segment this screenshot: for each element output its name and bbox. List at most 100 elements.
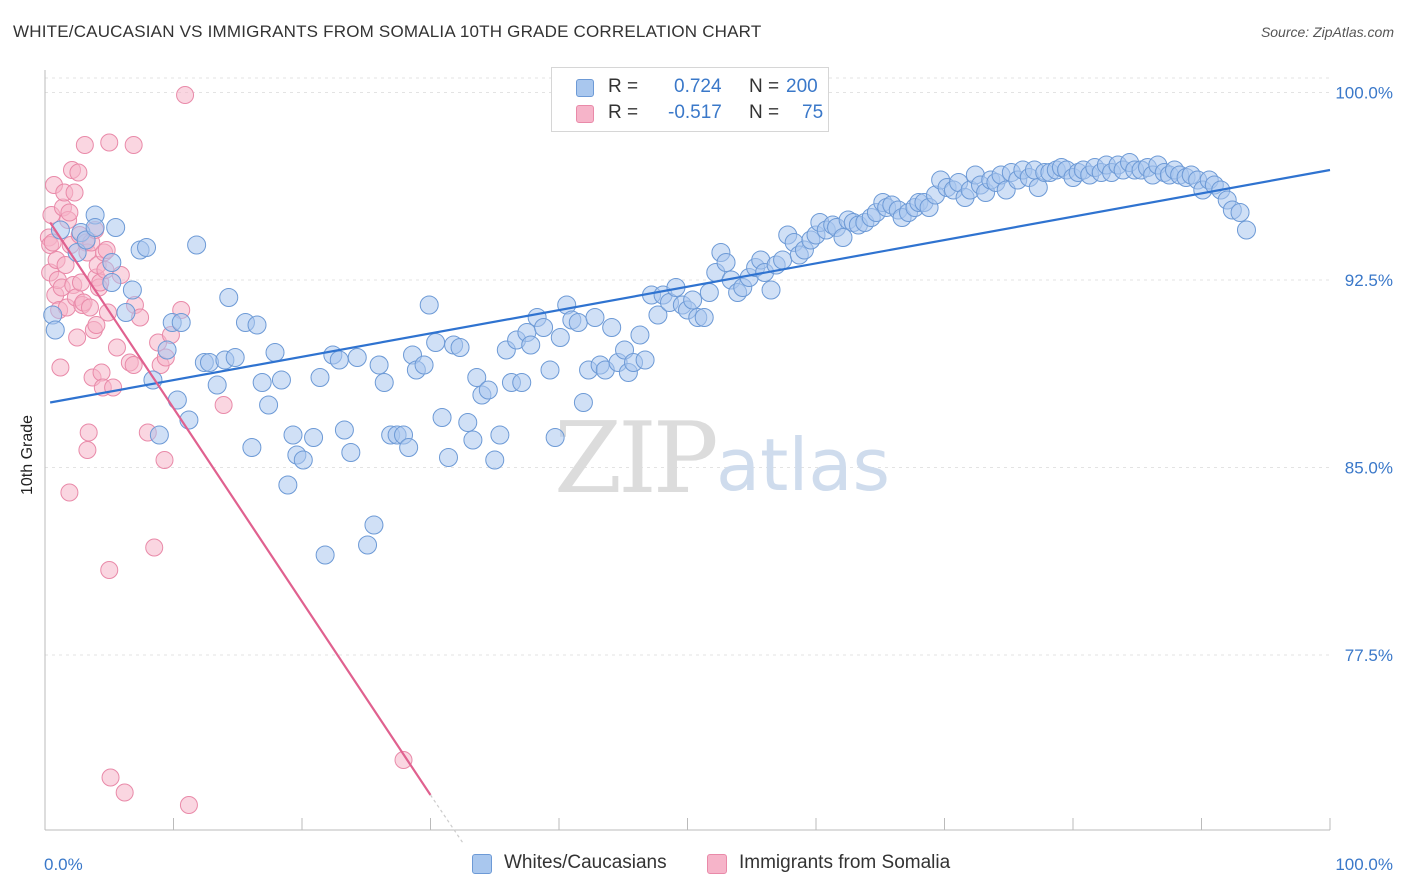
whites-point [761, 280, 781, 300]
somalia-point [107, 338, 126, 357]
whites-point [347, 348, 367, 367]
whites-point [171, 313, 191, 332]
somalia-point [51, 358, 70, 377]
somalia-point [124, 356, 143, 374]
whites-point [699, 283, 719, 302]
whites-point [602, 318, 622, 337]
bottom-legend-swatch-pink [707, 854, 727, 874]
whites-point [534, 318, 554, 337]
whites-point [573, 393, 593, 412]
legend-n-value: 75 [802, 102, 824, 123]
somalia-point [115, 783, 134, 802]
source-label: Source: ZipAtlas.com [1260, 24, 1394, 40]
somalia-point [87, 316, 106, 334]
whites-point [252, 373, 272, 392]
whites-point [137, 238, 157, 257]
whites-point [315, 545, 335, 565]
whites-point [293, 450, 313, 470]
trendlines [49, 168, 1331, 843]
somalia-point [394, 751, 413, 769]
whites-point [630, 325, 650, 345]
bottom-legend-label-somalia: Immigrants from Somalia [739, 852, 951, 873]
whites-point [773, 250, 793, 270]
legend-swatch-pink [576, 105, 594, 123]
somalia-point [69, 163, 88, 182]
legend-n-label: N = [749, 76, 780, 97]
whites-point [85, 218, 105, 237]
whites-point [450, 338, 470, 357]
whites-point [458, 413, 478, 432]
whites-point [334, 420, 354, 440]
bottom-legend-label-whites: Whites/Caucasians [504, 852, 667, 873]
blue-series-points [43, 153, 1256, 565]
whites-point [329, 350, 349, 370]
whites-point [283, 425, 303, 445]
whites-point [1236, 220, 1256, 240]
whites-point [364, 515, 384, 535]
somalia-point [155, 451, 174, 469]
somalia-point [65, 183, 84, 202]
somalia-point [92, 363, 111, 382]
whites-point [219, 288, 239, 307]
whites-point [540, 360, 560, 380]
somalia-point [124, 136, 143, 154]
y-tick-label: 100.0% [1335, 84, 1393, 103]
somalia-trendline [49, 221, 432, 796]
somalia-point [75, 136, 94, 154]
whites-point [242, 438, 262, 457]
whites-point [265, 343, 285, 362]
whites-point [485, 450, 505, 470]
whites-point [716, 253, 736, 272]
whites-point [278, 475, 298, 495]
whites-point [833, 228, 853, 247]
whites-point [374, 373, 394, 392]
somalia-point [100, 133, 119, 152]
whites-point [45, 320, 65, 340]
bottom-legend-swatch-blue [472, 854, 492, 874]
whites-point [341, 443, 361, 462]
chart-title: WHITE/CAUCASIAN VS IMMIGRANTS FROM SOMAL… [13, 22, 762, 41]
whites-point [426, 333, 446, 352]
whites-point [521, 335, 541, 355]
whites-point [419, 295, 439, 315]
whites-point [358, 535, 378, 555]
whites-point [648, 305, 668, 325]
legend-swatch-blue [576, 79, 594, 97]
somalia-point [179, 796, 198, 814]
whites-point [225, 348, 245, 367]
whites-point [490, 425, 510, 445]
whites-point [102, 273, 122, 292]
somalia-point [60, 483, 79, 502]
whites-point [399, 438, 419, 457]
whites-point [271, 370, 291, 390]
whites-trendline [49, 168, 1331, 404]
whites-point [304, 428, 324, 447]
somalia-point [78, 441, 97, 459]
whites-point [116, 303, 136, 322]
legend-n-label: N = [749, 102, 780, 123]
whites-point [512, 373, 532, 392]
whites-point [122, 280, 142, 300]
whites-point [463, 430, 483, 450]
whites-point [187, 235, 207, 255]
tick-labels: 100.0% 92.5% 85.0% 77.5% 0.0% 100.0% [44, 84, 1393, 875]
y-tick-label: 92.5% [1345, 271, 1393, 290]
legend-r-label: R = [608, 76, 639, 97]
somalia-point [100, 561, 119, 579]
whites-point [478, 380, 498, 400]
somalia-point [56, 256, 75, 274]
somalia-point [104, 378, 123, 397]
whites-point [149, 425, 169, 445]
legend-r-value: 0.724 [674, 76, 722, 97]
whites-point [550, 328, 570, 347]
axes [44, 70, 1331, 831]
x-tick-label: 0.0% [44, 855, 83, 874]
somalia-point [68, 328, 87, 347]
whites-point [545, 428, 565, 447]
somalia-point [60, 203, 79, 222]
whites-point [438, 448, 458, 467]
whites-point [310, 368, 330, 387]
whites-point [1230, 203, 1250, 222]
y-tick-label: 85.0% [1345, 459, 1393, 478]
somalia-point [80, 298, 99, 317]
